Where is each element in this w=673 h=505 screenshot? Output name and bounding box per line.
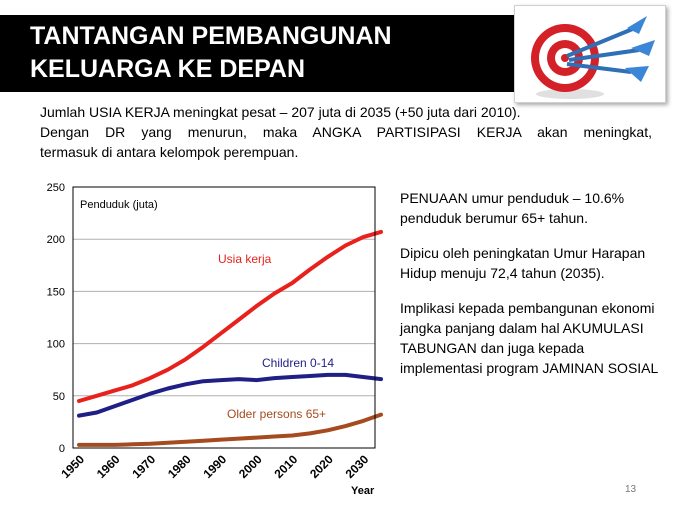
x-tick-label: 1970	[129, 452, 158, 481]
side-paragraph-1: PENUAAN umur penduduk – 10.6% penduduk b…	[400, 190, 625, 226]
side-text: PENUAAN umur penduduk – 10.6% penduduk b…	[400, 188, 662, 393]
intro-line-1: Jumlah USIA KERJA meningkat pesat – 207 …	[40, 104, 521, 120]
population-chart: 0 50 100 150 200 250 1950 1960 1970 1980 1990 2000…	[0, 176, 390, 500]
side-paragraph-2: Dipicu oleh peningkatan Umur Harapan Hid…	[400, 245, 646, 281]
x-tick-label: 2030	[343, 452, 372, 481]
y-tick-label: 100	[47, 339, 65, 351]
y-tick-label: 50	[53, 391, 65, 403]
series-line-0	[77, 229, 383, 403]
chart-title: Penduduk (juta)	[80, 199, 158, 211]
title-line-2: KELUARGA KE DEPAN	[30, 55, 306, 83]
series-label-usia-kerja: Usia kerja	[218, 252, 272, 266]
y-tick-label: 200	[47, 234, 65, 246]
x-tick-label: 1950	[58, 452, 87, 481]
title-bar	[0, 15, 520, 92]
page-number: 13	[625, 484, 637, 495]
x-tick-label: 1990	[200, 452, 229, 481]
side-paragraph-3: Implikasi kepada pembangunan ekonomi jan…	[400, 300, 659, 376]
intro-line-2: Dengan DR yang menurun, maka ANGKA PARTI…	[40, 124, 652, 140]
y-tick-label: 250	[47, 182, 65, 194]
series-line-2	[77, 412, 383, 447]
dartboard-target-with-darts-icon	[531, 16, 655, 99]
y-tick-label: 0	[59, 443, 65, 455]
intro-line-3: termasuk di antara kelompok perempuan.	[40, 144, 299, 160]
slide-title: TANTANGAN PEMBANGUNAN KELUARGA KE DEPAN	[30, 20, 392, 86]
intro-text: Jumlah USIA KERJA meningkat pesat – 207 …	[40, 102, 652, 162]
series-label-older: Older persons 65+	[227, 407, 326, 421]
y-tick-label: 150	[47, 286, 65, 298]
logo-box	[514, 5, 666, 103]
x-tick-label: 2020	[307, 452, 336, 481]
x-tick-label: 2000	[236, 452, 265, 481]
x-axis-label: Year	[351, 485, 375, 497]
x-tick-label: 1980	[165, 452, 194, 481]
series-label-children: Children 0-14	[262, 356, 334, 370]
series-line-1	[77, 372, 383, 418]
chart-svg: 0 50 100 150 200 250 1950 1960 1970 1980 1990 2000…	[47, 182, 383, 497]
x-tick-label: 2010	[272, 452, 301, 481]
x-tick-label: 1960	[94, 452, 123, 481]
title-line-1: TANTANGAN PEMBANGUNAN	[30, 22, 392, 50]
